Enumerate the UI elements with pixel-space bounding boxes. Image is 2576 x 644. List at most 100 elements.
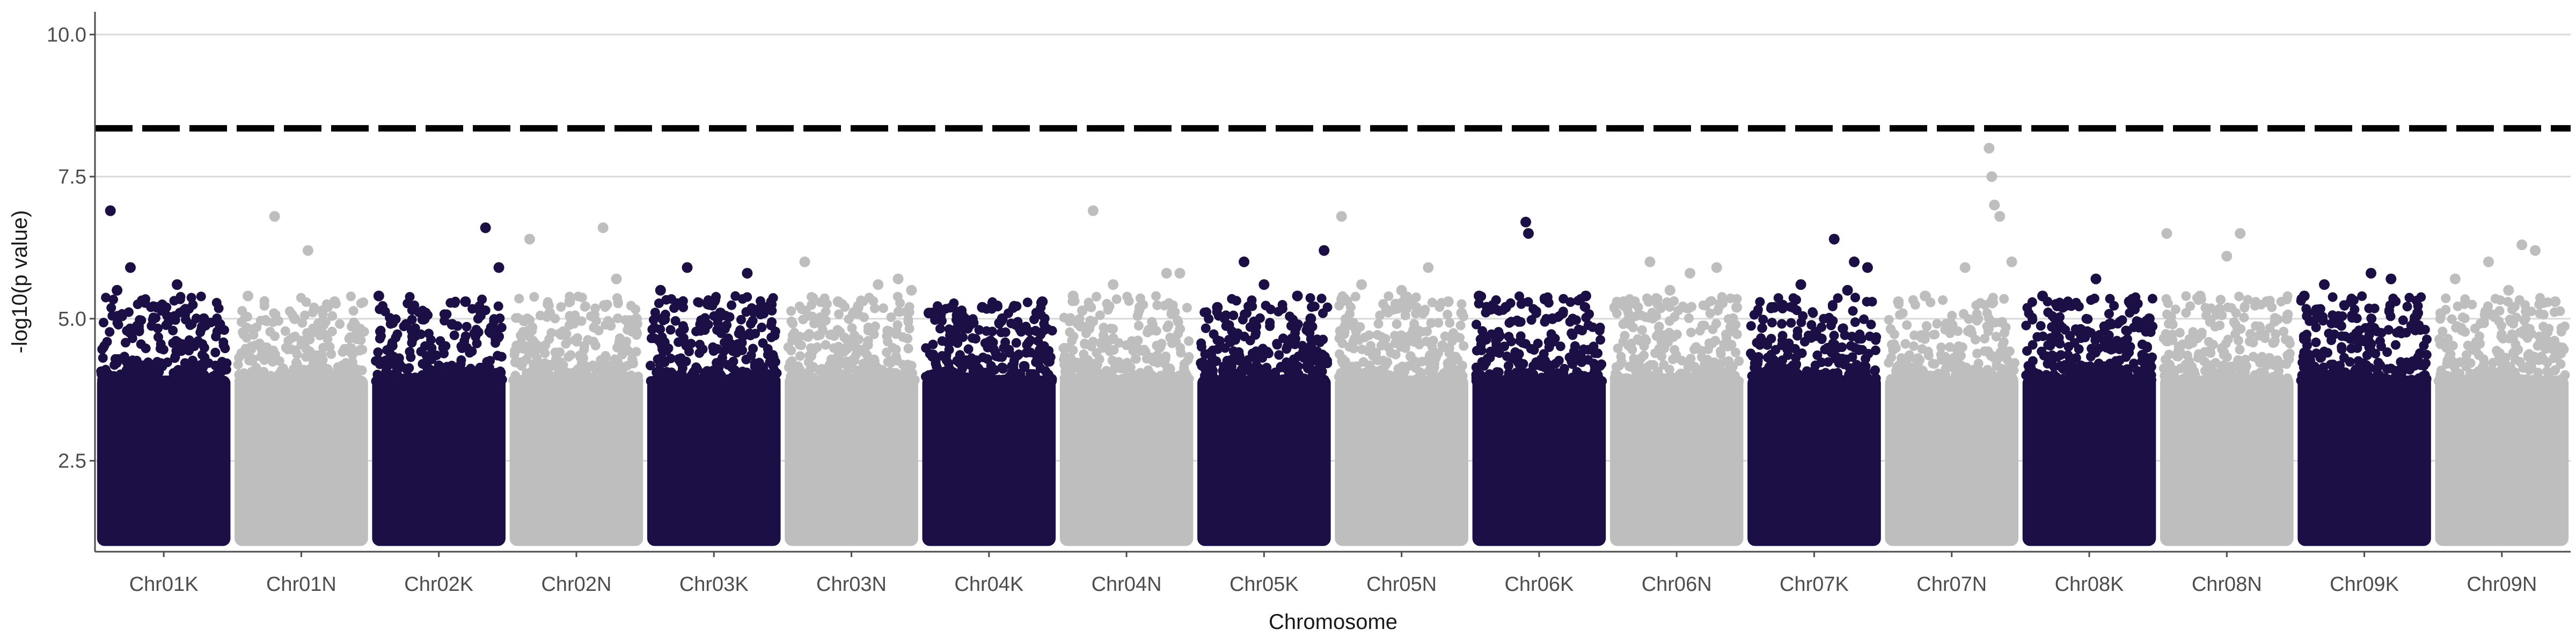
fringe-point xyxy=(1938,295,1948,305)
fringe-point xyxy=(1660,375,1670,385)
fringe-point xyxy=(807,300,817,310)
fringe-point xyxy=(1847,332,1857,342)
fringe-point xyxy=(346,291,356,302)
fringe-point xyxy=(1016,327,1026,337)
top-point xyxy=(997,313,1008,324)
fringe-point xyxy=(654,298,664,309)
fringe-point xyxy=(113,320,123,330)
fringe-point xyxy=(1581,312,1591,323)
fringe-point xyxy=(2090,335,2101,345)
x-tick-label: Chr05N xyxy=(1366,573,1437,596)
fringe-point xyxy=(2236,376,2246,386)
fringe-point xyxy=(1932,319,1942,329)
top-point xyxy=(2449,273,2461,284)
fringe-point xyxy=(1422,356,1432,366)
fringe-point xyxy=(1376,341,1386,351)
fringe-point xyxy=(1575,370,1585,380)
fringe-point xyxy=(171,376,181,386)
fringe-point xyxy=(1656,303,1666,313)
fringe-point xyxy=(211,369,221,379)
fringe-point xyxy=(247,354,258,364)
fringe-point xyxy=(1122,291,1132,302)
fringe-point xyxy=(2420,325,2430,335)
fringe-point xyxy=(1427,297,1437,308)
fringe-point xyxy=(2272,355,2282,365)
fringe-point xyxy=(646,361,656,371)
top-point xyxy=(2057,302,2068,313)
fringe-point xyxy=(532,353,542,363)
fringe-point xyxy=(273,316,283,326)
fringe-point xyxy=(132,360,142,370)
fringe-point xyxy=(1494,348,1504,358)
fringe-point xyxy=(2419,361,2429,371)
top-point xyxy=(611,273,622,284)
fringe-point xyxy=(2357,291,2367,301)
fringe-point xyxy=(1980,300,1990,310)
fringe-point xyxy=(717,353,727,363)
fringe-point xyxy=(2200,366,2210,376)
fringe-point xyxy=(662,346,672,356)
fringe-point xyxy=(748,343,758,354)
fringe-point xyxy=(796,340,807,350)
fringe-point xyxy=(2523,352,2533,362)
fringe-point xyxy=(963,344,974,354)
fringe-point xyxy=(2538,310,2549,320)
fringe-point xyxy=(1411,309,1421,319)
fringe-point xyxy=(617,349,627,360)
fringe-point xyxy=(1151,291,1161,301)
fringe-point xyxy=(833,351,843,361)
fringe-point xyxy=(958,372,969,382)
fringe-point xyxy=(1972,316,1982,326)
fringe-point xyxy=(1947,311,1957,321)
fringe-point xyxy=(1265,318,1275,328)
fringe-point xyxy=(1159,301,1169,311)
fringe-point xyxy=(418,358,428,369)
fringe-point xyxy=(2240,365,2250,375)
fringe-point xyxy=(1341,296,1351,306)
fringe-point xyxy=(2036,321,2046,331)
fringe-point xyxy=(2047,322,2057,332)
fringe-point xyxy=(235,376,245,386)
fringe-point xyxy=(2223,375,2233,385)
fringe-point xyxy=(1827,345,1838,355)
top-point xyxy=(1456,308,1467,319)
fringe-point xyxy=(1384,291,1394,301)
fringe-point xyxy=(186,360,196,370)
fringe-point xyxy=(817,320,827,330)
fringe-point xyxy=(1654,321,1664,332)
fringe-point xyxy=(153,332,163,342)
fringe-point xyxy=(878,303,888,313)
fringe-point xyxy=(1408,325,1418,335)
top-point xyxy=(2161,228,2172,239)
fringe-point xyxy=(1777,331,1788,341)
top-point xyxy=(2124,296,2135,308)
fringe-point xyxy=(1079,360,1089,370)
fringe-point xyxy=(570,310,580,320)
x-tick-label: Chr07K xyxy=(1780,573,1849,596)
fringe-point xyxy=(1117,374,1127,384)
fringe-point xyxy=(376,331,386,341)
fringe-point xyxy=(1547,375,1557,385)
top-point xyxy=(1305,313,1316,324)
fringe-point xyxy=(1178,376,1188,386)
x-tick-label: Chr02N xyxy=(541,573,611,596)
fringe-point xyxy=(1699,355,1709,365)
top-point xyxy=(1731,302,1743,313)
fringe-point xyxy=(573,333,583,343)
fringe-point xyxy=(168,325,178,335)
fringe-point xyxy=(632,327,642,337)
fringe-point xyxy=(1477,326,1488,336)
fringe-point xyxy=(1567,328,1577,338)
fringe-point xyxy=(1805,374,1815,384)
fringe-point xyxy=(2439,373,2449,383)
fringe-point xyxy=(2402,302,2412,312)
fringe-point xyxy=(1021,348,1031,358)
fringe-point xyxy=(483,366,493,376)
fringe-point xyxy=(1587,376,1597,386)
fringe-point xyxy=(619,376,629,386)
fringe-point xyxy=(576,358,587,369)
fringe-point xyxy=(2361,370,2372,380)
top-point xyxy=(1986,171,1997,182)
fringe-point xyxy=(491,333,501,343)
fringe-point xyxy=(807,311,817,321)
